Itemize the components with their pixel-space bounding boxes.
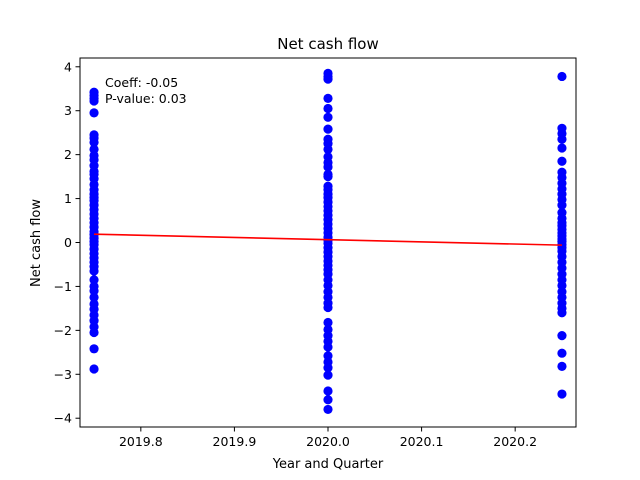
- y-tick-label: −4: [54, 411, 72, 426]
- chart-title: Net cash flow: [277, 35, 379, 53]
- data-point: [323, 370, 333, 380]
- data-point: [323, 162, 333, 172]
- data-point: [557, 361, 567, 371]
- axis-ticks-group: 2019.8 2019.9 2020.0 2020.1 2020.2 −4 −3 −2 −1 0 1…: [54, 59, 537, 449]
- y-tick-label: 3: [64, 103, 72, 118]
- x-tick-label: 2019.8: [119, 434, 163, 449]
- y-tick-label: 1: [64, 191, 72, 206]
- regression-line: [94, 233, 562, 246]
- fit-line-group: [94, 233, 562, 246]
- data-point: [323, 112, 333, 122]
- data-point: [323, 395, 333, 405]
- data-point: [323, 386, 333, 396]
- x-tick-label: 2020.0: [306, 434, 350, 449]
- data-point: [323, 363, 333, 373]
- y-tick-label: −2: [54, 323, 72, 338]
- p-value-annotation: P-value: 0.03: [105, 91, 187, 106]
- data-point: [89, 137, 99, 147]
- y-tick-label: 4: [64, 59, 72, 74]
- data-point: [323, 317, 333, 328]
- data-point: [89, 364, 99, 374]
- data-point: [89, 344, 99, 354]
- data-point: [557, 389, 567, 399]
- data-point: [323, 302, 333, 313]
- data-point: [557, 156, 567, 166]
- data-point: [557, 331, 567, 341]
- x-axis-label: Year and Quarter: [272, 457, 384, 472]
- plot-frame: [79, 57, 577, 428]
- data-point: [89, 292, 99, 303]
- data-point: [89, 275, 99, 285]
- y-axis-label: Net cash flow: [29, 199, 44, 287]
- data-point: [323, 103, 333, 114]
- x-tick-label: 2019.9: [213, 434, 257, 449]
- y-tick-label: −3: [54, 367, 72, 382]
- data-point: [557, 134, 567, 144]
- data-point: [323, 342, 333, 352]
- data-point: [323, 93, 333, 104]
- data-point: [557, 143, 567, 153]
- data-point: [89, 108, 99, 118]
- x-tick-label: 2020.2: [493, 434, 537, 449]
- data-point: [89, 266, 99, 276]
- x-tick-label: 2020.1: [400, 434, 444, 449]
- data-point: [89, 96, 99, 106]
- data-point: [323, 144, 333, 154]
- data-point: [557, 71, 567, 82]
- data-point: [323, 404, 333, 415]
- data-point: [557, 348, 567, 358]
- data-point: [323, 74, 333, 84]
- y-tick-label: 2: [64, 147, 72, 162]
- data-point: [89, 327, 99, 338]
- data-point: [89, 286, 99, 296]
- data-point: [323, 124, 333, 134]
- data-point: [323, 172, 333, 182]
- data-point: [557, 200, 567, 210]
- y-tick-label: −1: [54, 279, 72, 294]
- y-tick-label: 0: [64, 235, 72, 250]
- coeff-annotation: Coeff: -0.05: [105, 75, 178, 90]
- data-points-group: [89, 68, 567, 415]
- data-point: [557, 308, 567, 318]
